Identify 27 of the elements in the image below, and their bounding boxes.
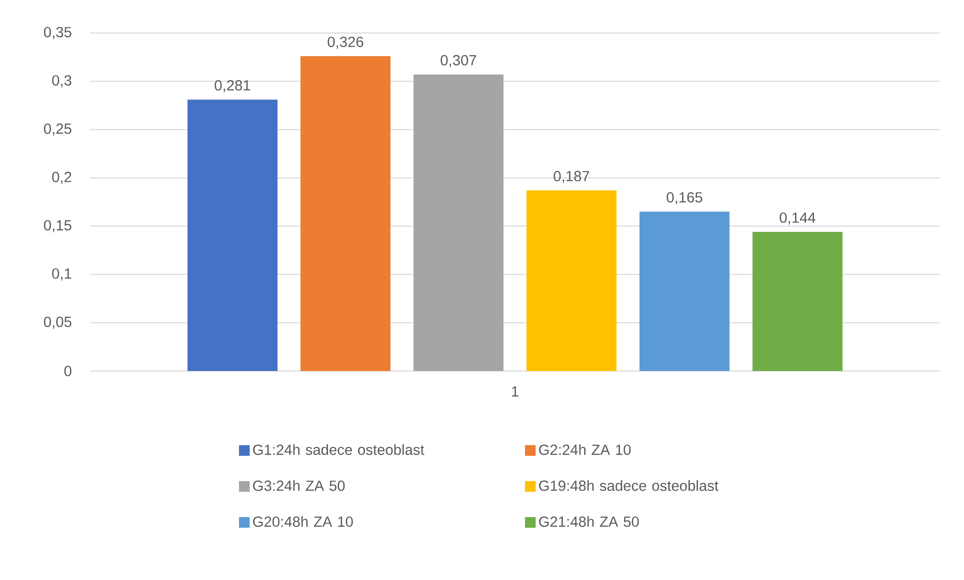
y-tick-label: 0 [64, 366, 72, 376]
data-label: 0,326 [328, 36, 364, 49]
y-tick-label: 0,2 [52, 172, 72, 184]
x-tick-label: 1 [512, 386, 518, 396]
legend-label: G21:48h ZA 50 [539, 516, 639, 527]
y-tick-label: 0,3 [52, 75, 72, 88]
bar [640, 212, 730, 371]
y-tick-label: 0,35 [44, 26, 72, 40]
legend-label: G3:24h ZA 50 [253, 480, 345, 491]
legend-label: G2:24h ZA 10 [539, 444, 631, 455]
y-tick-label: 0,05 [44, 316, 72, 329]
bar [414, 74, 504, 371]
bar [752, 232, 842, 371]
data-label: 0,165 [666, 192, 702, 204]
bar [300, 56, 390, 371]
data-label: 0,144 [780, 212, 816, 225]
bar [526, 190, 617, 371]
y-tick-label: 0,15 [44, 220, 72, 232]
legend-label: G19:48h sadece osteoblast [539, 480, 718, 491]
data-label: 0,187 [554, 170, 590, 184]
legend-label: G20:48h ZA 10 [253, 516, 353, 527]
legend-label: G1:24h sadece osteoblast [253, 444, 424, 455]
y-tick-label: 0,1 [52, 268, 72, 280]
y-tick-label: 0,25 [44, 124, 72, 136]
data-label: 0,307 [440, 55, 476, 68]
data-label: 0,281 [214, 80, 250, 92]
bar [188, 100, 278, 371]
